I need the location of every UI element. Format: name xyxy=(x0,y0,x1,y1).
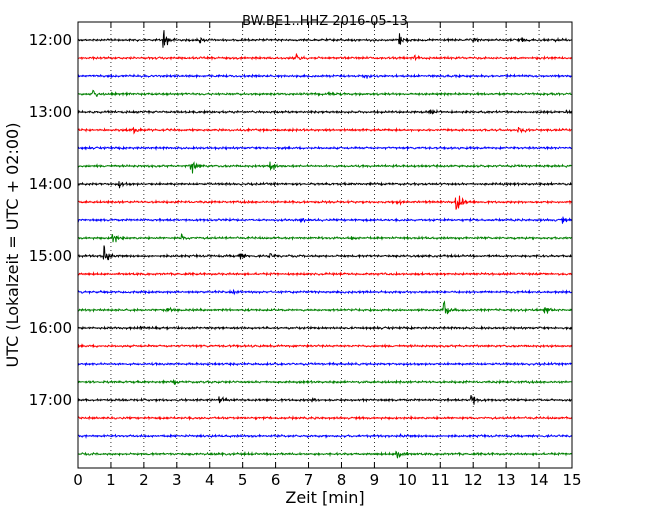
x-tick-label-7: 7 xyxy=(304,471,314,489)
trace-row-13 xyxy=(77,270,573,278)
trace-row-22 xyxy=(77,433,573,440)
y-axis-label: UTC (Lokalzeit = UTC + 02:00) xyxy=(3,123,22,368)
trace-row-3 xyxy=(77,89,573,97)
y-tick-label-14:00: 14:00 xyxy=(29,175,72,193)
trace-row-14 xyxy=(77,288,573,296)
trace-row-20 xyxy=(77,395,573,405)
trace-row-10 xyxy=(77,216,573,224)
x-tick-label-0: 0 xyxy=(73,471,83,489)
x-tick-label-4: 4 xyxy=(205,471,215,489)
trace-row-19 xyxy=(77,378,573,386)
trace-row-17 xyxy=(77,343,573,349)
x-tick-label-6: 6 xyxy=(271,471,281,489)
trace-row-18 xyxy=(77,361,573,367)
trace-row-2 xyxy=(77,73,573,79)
x-tick-label-10: 10 xyxy=(398,471,417,489)
trace-row-6 xyxy=(77,145,573,152)
x-tick-label-9: 9 xyxy=(370,471,380,489)
trace-layer xyxy=(77,30,573,459)
y-tick-label-16:00: 16:00 xyxy=(29,319,72,337)
x-tick-label-2: 2 xyxy=(139,471,149,489)
trace-row-1 xyxy=(77,53,573,62)
trace-row-8 xyxy=(77,181,573,189)
trace-row-16 xyxy=(77,324,573,331)
trace-row-11 xyxy=(77,233,573,243)
trace-row-5 xyxy=(77,126,573,135)
trace-row-9 xyxy=(77,195,573,210)
trace-row-4 xyxy=(77,108,573,115)
y-tick-label-13:00: 13:00 xyxy=(29,103,72,121)
y-axis: 12:00 13:00 14:00 15:00 16:00 17:00 xyxy=(29,31,84,409)
x-axis: 0 1 2 3 4 5 6 7 8 9 10 11 12 13 14 15 xyxy=(73,22,582,489)
x-tick-label-5: 5 xyxy=(238,471,248,489)
x-tick-label-13: 13 xyxy=(497,471,516,489)
x-tick-label-1: 1 xyxy=(106,471,116,489)
trace-row-15 xyxy=(77,300,573,315)
x-tick-label-14: 14 xyxy=(530,471,549,489)
y-tick-label-15:00: 15:00 xyxy=(29,247,72,265)
x-tick-label-12: 12 xyxy=(464,471,483,489)
trace-row-23 xyxy=(77,450,573,459)
trace-row-12 xyxy=(77,245,573,261)
trace-row-21 xyxy=(77,414,573,422)
x-tick-label-11: 11 xyxy=(431,471,450,489)
y-tick-label-12:00: 12:00 xyxy=(29,31,72,49)
x-axis-label: Zeit [min] xyxy=(285,488,364,507)
x-tick-label-15: 15 xyxy=(562,471,581,489)
x-tick-label-8: 8 xyxy=(337,471,347,489)
trace-row-0 xyxy=(77,30,573,48)
plot-frame xyxy=(77,21,573,469)
y-tick-label-17:00: 17:00 xyxy=(29,391,72,409)
trace-row-7 xyxy=(77,161,573,174)
x-tick-label-3: 3 xyxy=(172,471,182,489)
